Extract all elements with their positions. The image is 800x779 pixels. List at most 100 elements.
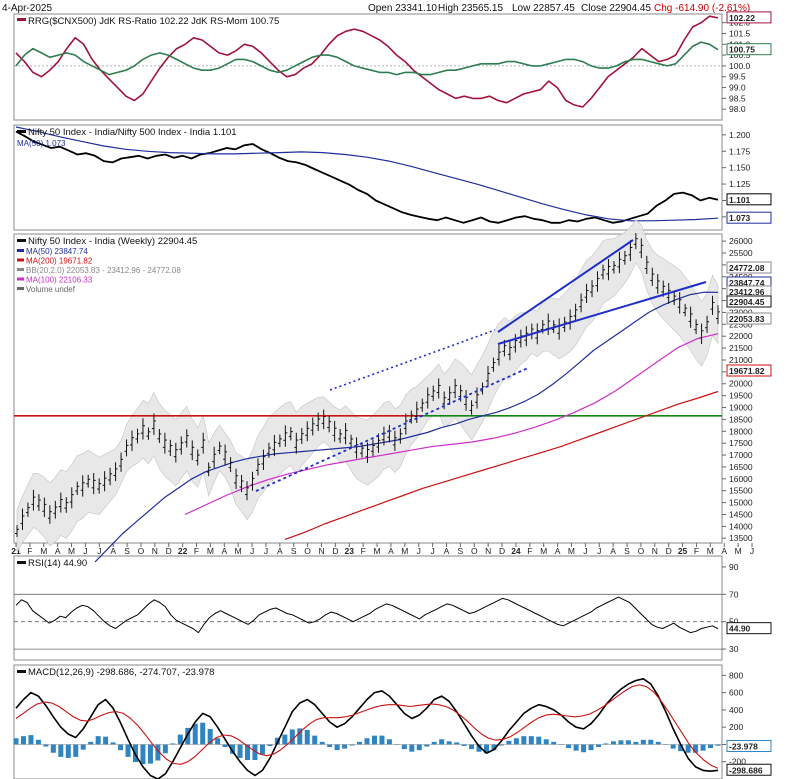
macd-histogram-bar [498,744,504,746]
x-tick-label: N [652,546,658,556]
macd-histogram-bar [20,736,26,745]
rrg-title: RRG($CNX500) JdK RS-Ratio 102.22 JdK RS-… [28,16,279,27]
channel-lower-line [497,281,707,345]
x-tick-label: M [68,546,75,556]
ratio-last-1-box [726,211,772,224]
x-tick-label: N [152,546,158,556]
change-value: Chg -614.90 (-2.61%) [654,3,751,14]
channel-upper-line [497,239,634,333]
macd-histogram-bar [655,741,661,745]
close-value: Close 22904.45 [581,3,652,14]
ratio-title: Nifty 50 Index - India/Nifty 500 Index -… [28,127,237,138]
macd-histogram-bar [551,741,557,745]
high-value: High 23565.15 [438,3,504,14]
x-tick-label: M [374,546,381,556]
macd-histogram-bar [708,744,714,749]
y-tick-label: 99.5 [729,72,746,82]
macd-histogram-bar [693,744,699,753]
x-tick-label: 24 [511,546,521,556]
macd-histogram-bar [596,744,602,748]
y-tick-label: 17000 [729,450,753,460]
panel-frame-0 [13,13,723,121]
macd-histogram-bar [327,744,333,748]
price-legend-swatch-2 [17,268,24,271]
panel-frame-1 [13,124,723,231]
trendline-dotted-lower [255,367,529,492]
rsi-legend-swatch [17,561,26,564]
macd-histogram-bar [282,734,288,745]
macd-last-box [726,763,772,776]
rsi-title: RSI(14) 44.90 [28,558,87,569]
macd-histogram-bar [162,744,168,754]
bb-lower-last-box [726,312,772,325]
macd-histogram-bar [155,744,161,761]
macd-histogram-bar [618,740,624,745]
macd-histogram-bar [185,727,191,745]
macd-histogram-bar [678,744,684,752]
bb-upper-last-box [726,261,772,274]
macd-histogram-bar [625,740,631,745]
ma50-last-label: 23847.74 [729,278,765,288]
macd-histogram-bar [409,744,415,752]
ma200-last-label: 19671.82 [729,366,765,376]
x-tick-label: J [97,546,101,556]
x-tick-label: S [124,546,130,556]
y-tick-label: 1.150 [729,163,751,173]
y-tick-label: 18500 [729,414,753,424]
macd-histogram-bar [200,722,206,745]
x-tick-label: O [471,546,478,556]
x-tick-label: A [610,546,616,556]
macd-histogram-bar [528,736,534,745]
macd-histogram-bar [349,744,355,746]
y-tick-label: 22000 [729,331,753,341]
ratio-last-0-label: 1.101 [729,195,751,205]
macd-series-0 [15,678,719,779]
macd-histogram-bar [416,744,422,751]
macd-histogram-bar [357,741,363,745]
x-tick-label: M [207,546,214,556]
y-tick-label: 1.175 [729,146,751,156]
x-tick-label: M [401,546,408,556]
macd-histogram-bar [581,744,587,753]
macd-histogram-bar [245,744,251,760]
x-tick-label: O [638,546,645,556]
x-tick-label: S [624,546,630,556]
y-tick-label: 15500 [729,486,753,496]
x-tick-label: J [583,546,587,556]
macd-histogram-bar [543,739,549,745]
macd-histogram-bar [103,736,109,745]
y-tick-label: 14000 [729,521,753,531]
macd-histogram-bar [35,739,41,745]
macd-histogram-bar [640,739,646,745]
x-tick-label: O [304,546,311,556]
rrg-last-1-label: 100.75 [729,45,755,55]
macd-histogram-bar [379,735,385,745]
macd-histogram-bar [192,723,198,745]
x-tick-label: 23 [345,546,355,556]
x-tick-label: A [721,546,727,556]
open-value: Open 23341.10 [368,3,437,14]
macd-histogram-bar [319,741,325,745]
macd-histogram-bar [125,744,131,757]
macd-histogram-bar [491,744,497,751]
x-tick-label: S [458,546,464,556]
y-tick-label: 1.125 [729,179,751,189]
x-tick-label: D [166,546,172,556]
macd-histogram-bar [536,736,542,745]
x-tick-label: J [250,546,254,556]
y-tick-label: 1.200 [729,130,751,140]
macd-histogram-bar [670,744,676,749]
rrg-last-1-box [726,43,772,56]
bb-lower-last-label: 22053.83 [729,314,765,324]
macd-histogram-bar [401,744,407,750]
macd-histogram-bar [386,739,392,745]
price-legend-1: MA(200) 19671.82 [26,257,93,266]
x-tick-label: 22 [178,546,188,556]
y-tick-label: 19000 [729,403,753,413]
rrg-legend-swatch [17,18,26,21]
macd-histogram-bar [259,744,265,755]
macd-histogram-bar [28,735,34,745]
x-tick-label: 21 [11,546,21,556]
